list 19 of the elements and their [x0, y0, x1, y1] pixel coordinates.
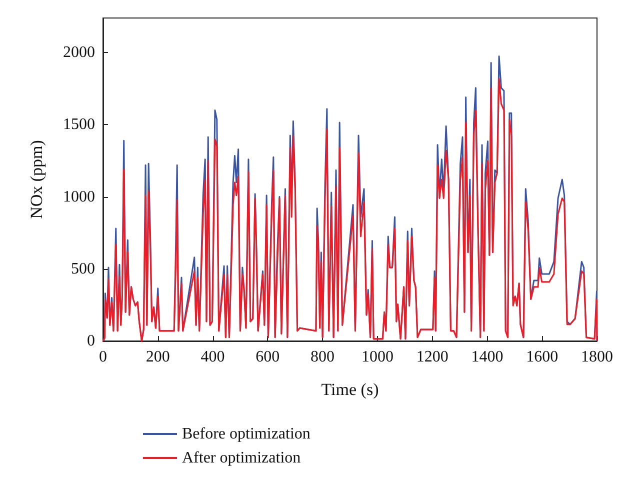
x-tick-label: 600 [256, 348, 280, 366]
y-axis-title: NOx (ppm) [27, 140, 46, 219]
y-tick-label: 500 [71, 260, 95, 278]
legend-label: After optimization [182, 450, 301, 466]
y-tick-label: 1500 [63, 116, 95, 134]
x-tick-label: 1200 [416, 348, 448, 366]
x-tick-label: 1400 [471, 348, 504, 366]
legend-label: Before optimization [182, 426, 310, 442]
y-tick-label: 0 [87, 332, 95, 350]
x-tick-label: 400 [200, 348, 225, 366]
x-tick-label: 1600 [526, 348, 558, 366]
y-tick-label: 1000 [63, 188, 95, 206]
x-tick-label: 1800 [581, 348, 613, 366]
y-tick-label: 2000 [63, 44, 95, 62]
x-tick-label: 0 [99, 348, 107, 366]
x-tick-label: 1000 [361, 348, 394, 366]
x-axis-title: Time (s) [321, 380, 379, 399]
x-tick-label: 800 [310, 348, 335, 366]
x-tick-label: 200 [146, 348, 170, 366]
